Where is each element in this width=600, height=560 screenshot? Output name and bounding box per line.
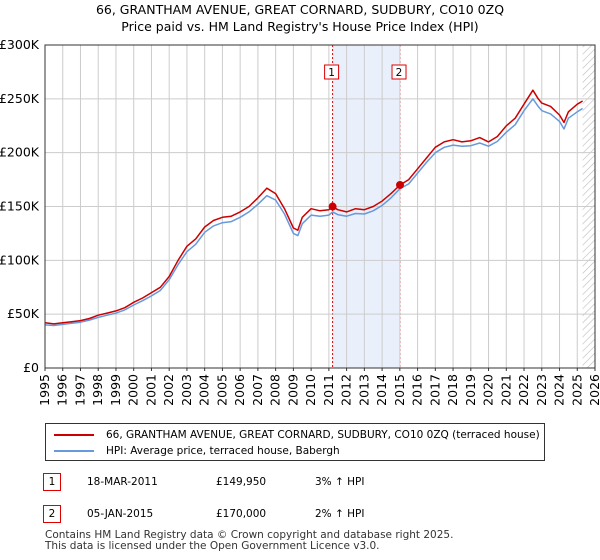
- x-tick-label: 2014: [374, 374, 389, 406]
- x-tick-label: 2016: [410, 374, 425, 406]
- sale-marker-label: 1: [328, 67, 335, 79]
- x-tick-label: 2024: [552, 374, 567, 406]
- y-tick-label: £250K: [0, 91, 40, 106]
- x-tick-label: 2026: [587, 374, 600, 406]
- y-tick-label: £0: [23, 360, 39, 375]
- x-tick-label: 2018: [445, 374, 460, 406]
- chart-title: 66, GRANTHAM AVENUE, GREAT CORNARD, SUDB…: [96, 2, 504, 17]
- x-tick-label: 2000: [126, 374, 141, 406]
- sale-point: [328, 202, 337, 211]
- x-tick-label: 1999: [108, 374, 123, 406]
- transaction-date: 18-MAR-2011: [87, 476, 158, 488]
- legend-label-hpi: HPI: Average price, terraced house, Babe…: [106, 445, 340, 457]
- footer-line-2: This data is licensed under the Open Gov…: [45, 540, 380, 552]
- x-tick-label: 2005: [214, 374, 229, 406]
- x-tick-label: 1996: [55, 374, 70, 406]
- x-tick-label: 2020: [481, 374, 496, 406]
- x-tick-label: 2011: [321, 374, 336, 406]
- x-tick-label: 2015: [392, 374, 407, 406]
- x-tick-label: 1997: [72, 374, 87, 406]
- x-tick-label: 1998: [90, 374, 105, 406]
- x-tick-label: 2012: [339, 374, 354, 406]
- series-line-hpi: [44, 98, 583, 327]
- series-layer: [44, 89, 583, 327]
- x-tick-label: 2003: [179, 374, 194, 406]
- x-tick-label: 2008: [268, 374, 283, 406]
- transaction-hpi-change: 3% ↑ HPI: [315, 476, 365, 488]
- transaction-number-badge: 2: [43, 505, 61, 523]
- transaction-hpi-change: 2% ↑ HPI: [315, 508, 365, 520]
- x-tick-label: 2019: [463, 374, 478, 406]
- sale-marker-label: 2: [396, 67, 403, 79]
- grid-layer: [44, 44, 596, 369]
- transaction-price: £170,000: [216, 508, 267, 520]
- x-tick-label: 2001: [143, 374, 158, 406]
- x-tick-label: 2017: [427, 374, 442, 406]
- x-tick-label: 2002: [161, 374, 176, 406]
- x-tick-label: 2006: [232, 374, 247, 406]
- y-tick-label: £150K: [0, 199, 40, 214]
- series-line-property: [44, 89, 583, 325]
- x-tick-label: 2004: [197, 374, 212, 406]
- footer-line-1: Contains HM Land Registry data © Crown c…: [45, 529, 454, 541]
- sale-marker-box: [324, 64, 340, 80]
- x-tick-label: 2025: [569, 374, 584, 406]
- x-tick-label: 2022: [516, 374, 531, 406]
- price-chart: 66, GRANTHAM AVENUE, GREAT CORNARD, SUDB…: [0, 2, 600, 406]
- transaction-date: 05-JAN-2015: [87, 508, 154, 520]
- legend-swatch-property: [54, 434, 94, 436]
- y-tick-label: £50K: [7, 306, 40, 321]
- footer-attribution: Contains HM Land Registry data © Crown c…: [45, 530, 453, 552]
- legend-item-hpi: HPI: Average price, terraced house, Babe…: [54, 443, 340, 459]
- chart-subtitle: Price paid vs. HM Land Registry's House …: [121, 19, 478, 34]
- legend-label-property: 66, GRANTHAM AVENUE, GREAT CORNARD, SUDB…: [106, 429, 540, 441]
- legend-swatch-hpi: [54, 450, 94, 452]
- transaction-number-badge: 1: [43, 473, 61, 491]
- y-tick-label: £300K: [0, 37, 40, 52]
- transaction-price: £149,950: [216, 476, 267, 488]
- legend-item-property: 66, GRANTHAM AVENUE, GREAT CORNARD, SUDB…: [54, 427, 540, 443]
- x-tick-label: 2013: [356, 374, 371, 406]
- plot-border: [44, 44, 596, 369]
- y-tick-label: £100K: [0, 252, 40, 267]
- x-tick-label: 2010: [303, 374, 318, 406]
- x-tick-label: 2009: [285, 374, 300, 406]
- y-tick-label: £200K: [0, 145, 40, 160]
- x-tick-label: 1995: [37, 374, 52, 406]
- x-tick-label: 2023: [534, 374, 549, 406]
- sale-point: [396, 180, 405, 189]
- x-tick-label: 2021: [498, 374, 513, 406]
- x-tick-label: 2007: [250, 374, 265, 406]
- legend: 66, GRANTHAM AVENUE, GREAT CORNARD, SUDB…: [45, 423, 545, 461]
- sale-marker-box: [391, 64, 407, 80]
